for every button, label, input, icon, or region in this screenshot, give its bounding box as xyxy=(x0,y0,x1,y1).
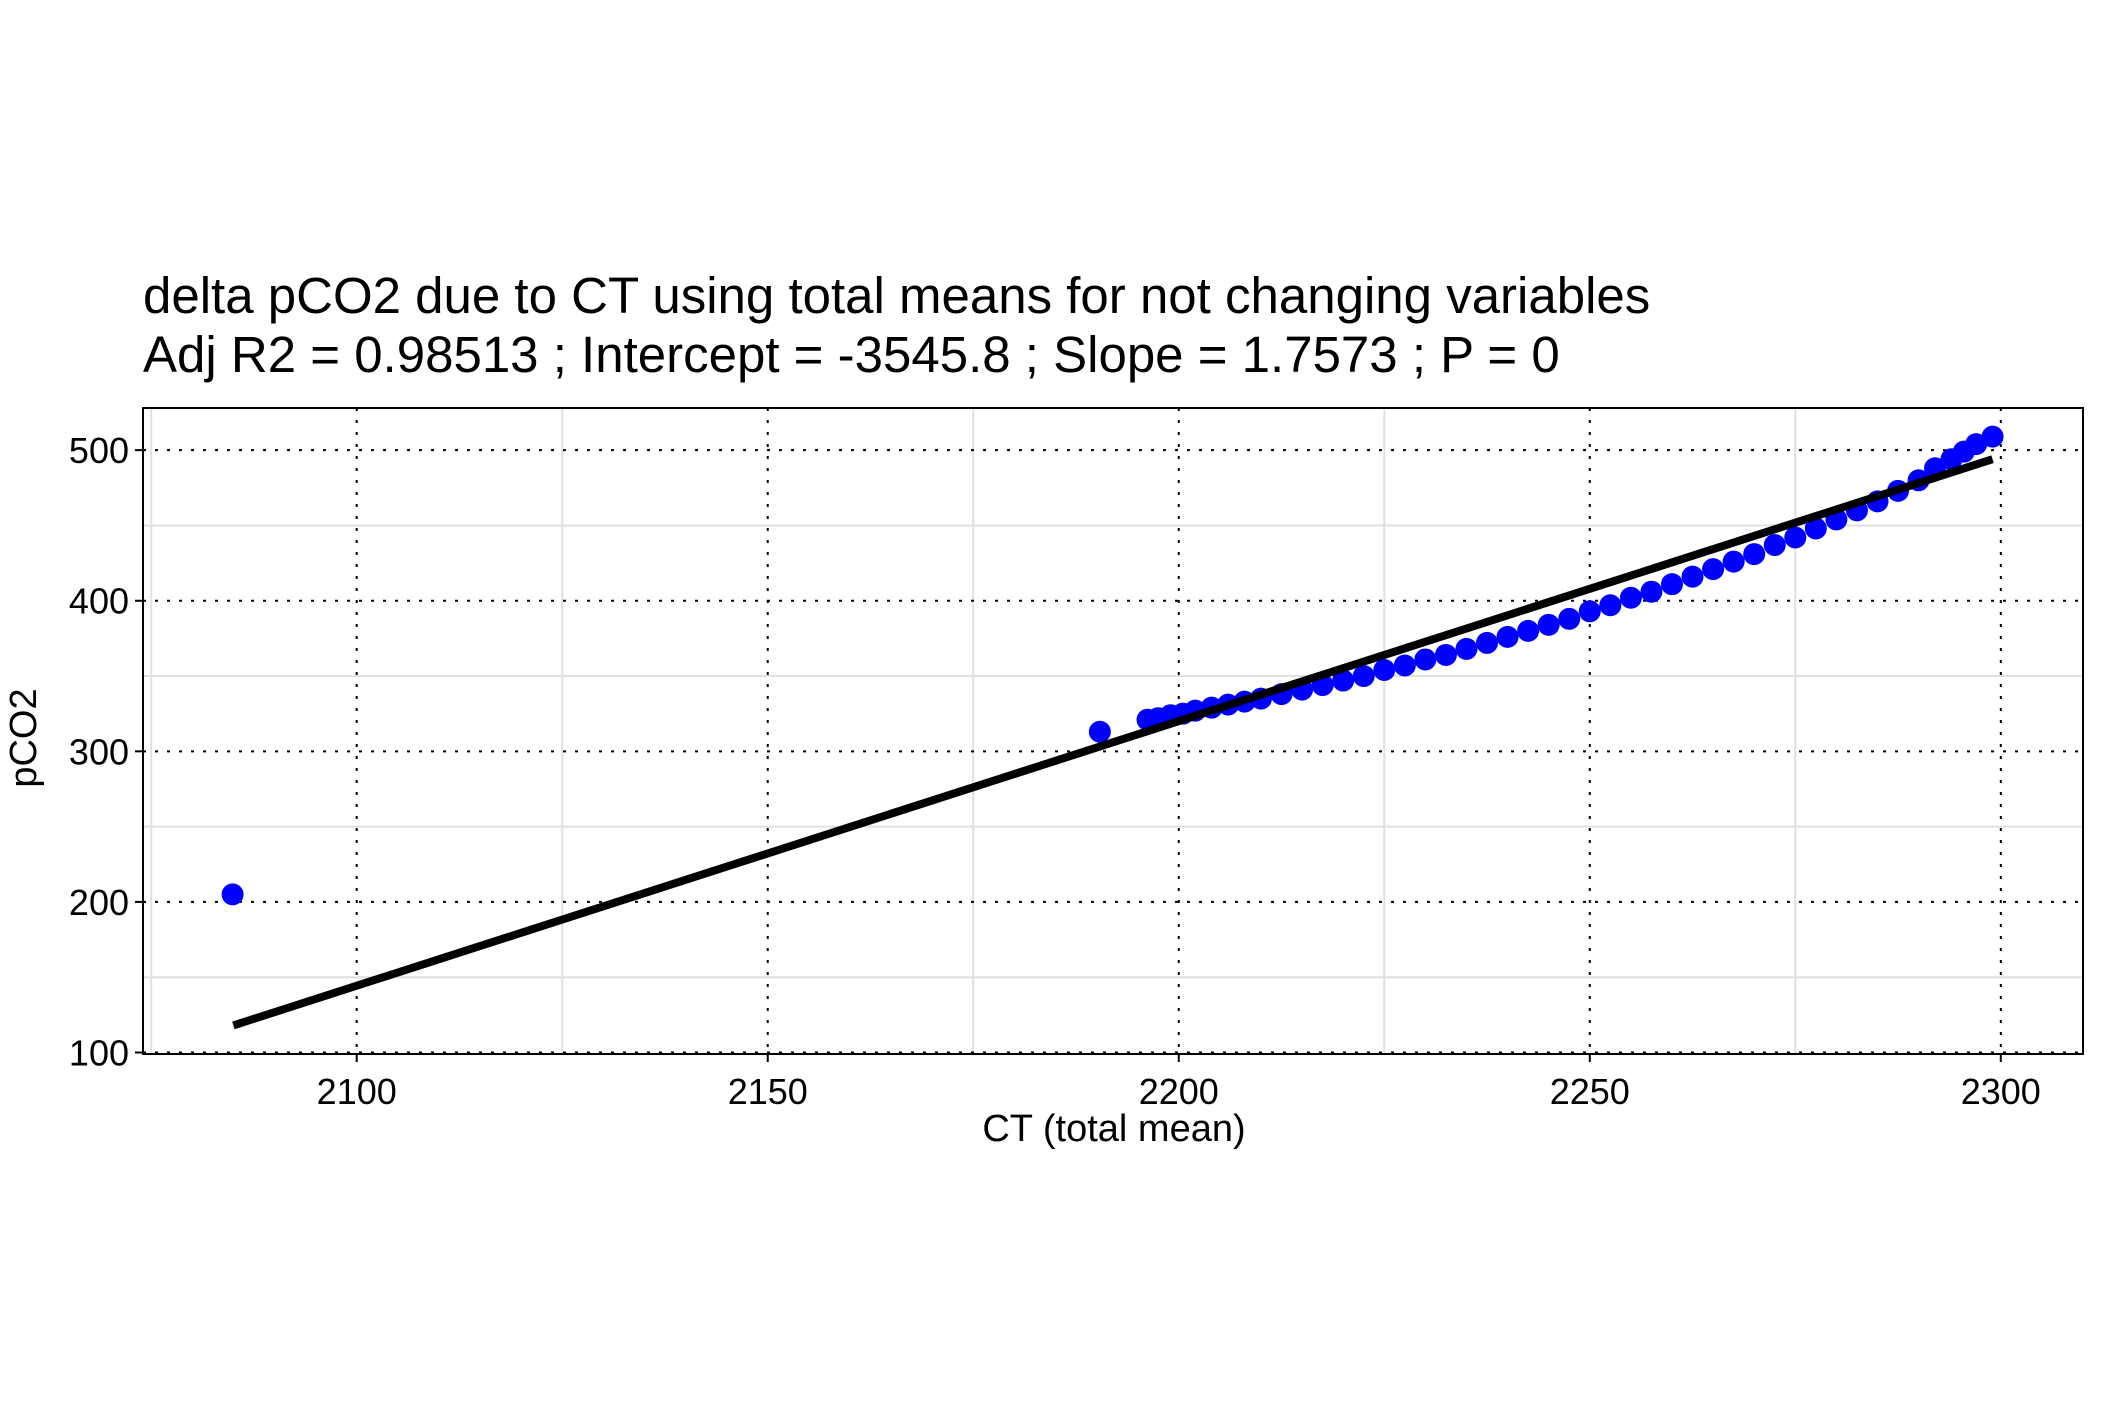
y-axis-label: pCO2 xyxy=(3,688,45,787)
regression-layer xyxy=(232,455,1994,1030)
data-point xyxy=(1352,665,1375,688)
minor-grid xyxy=(143,408,2083,1054)
data-point xyxy=(1455,637,1478,660)
data-point xyxy=(1496,625,1519,648)
x-tick-label: 2300 xyxy=(1961,1071,2041,1112)
x-axis-label: CT (total mean) xyxy=(982,1108,1245,1150)
data-point xyxy=(1517,619,1540,642)
x-tick-label: 2100 xyxy=(317,1071,397,1112)
y-tick-label: 400 xyxy=(69,581,129,622)
x-tick-label: 2150 xyxy=(728,1071,808,1112)
data-point xyxy=(1578,600,1601,623)
data-point xyxy=(1088,720,1111,743)
x-tick-label: 2250 xyxy=(1550,1071,1630,1112)
data-point xyxy=(1640,580,1663,603)
data-point xyxy=(1965,433,1988,456)
data-point xyxy=(1414,648,1437,671)
y-tick-label: 300 xyxy=(69,731,129,772)
y-axis-ticks: 100 200 300 400 500 xyxy=(69,430,143,1073)
x-tick-label: 2200 xyxy=(1139,1071,1219,1112)
data-point xyxy=(1681,565,1704,588)
data-point xyxy=(1476,631,1499,654)
data-point xyxy=(1373,659,1396,682)
data-point xyxy=(1981,425,2004,448)
data-point xyxy=(1619,586,1642,609)
data-point xyxy=(1743,543,1766,566)
data-point xyxy=(1537,613,1560,636)
regression-line xyxy=(232,455,1994,1030)
data-point xyxy=(1784,526,1807,549)
data-point xyxy=(1393,654,1416,677)
data-point xyxy=(1804,517,1827,540)
plot-frame xyxy=(142,407,2084,1055)
chart-subtitle: Adj R2 = 0.98513 ; Intercept = -3545.8 ;… xyxy=(143,326,1560,383)
data-point xyxy=(1660,573,1683,596)
data-point xyxy=(1434,643,1457,666)
y-tick-label: 500 xyxy=(69,430,129,471)
y-tick-label: 100 xyxy=(69,1032,129,1073)
x-axis-ticks: 2100 2150 2200 2250 2300 xyxy=(317,1054,2041,1112)
y-tick-label: 200 xyxy=(69,882,129,923)
data-point xyxy=(1702,558,1725,581)
data-point xyxy=(1722,550,1745,573)
data-points xyxy=(221,425,2004,906)
data-point xyxy=(1763,534,1786,557)
data-point xyxy=(221,883,244,906)
data-point xyxy=(1558,607,1581,630)
chart-title: delta pCO2 due to CT using total means f… xyxy=(143,267,1650,324)
data-point xyxy=(1332,669,1355,692)
data-point xyxy=(1599,594,1622,617)
